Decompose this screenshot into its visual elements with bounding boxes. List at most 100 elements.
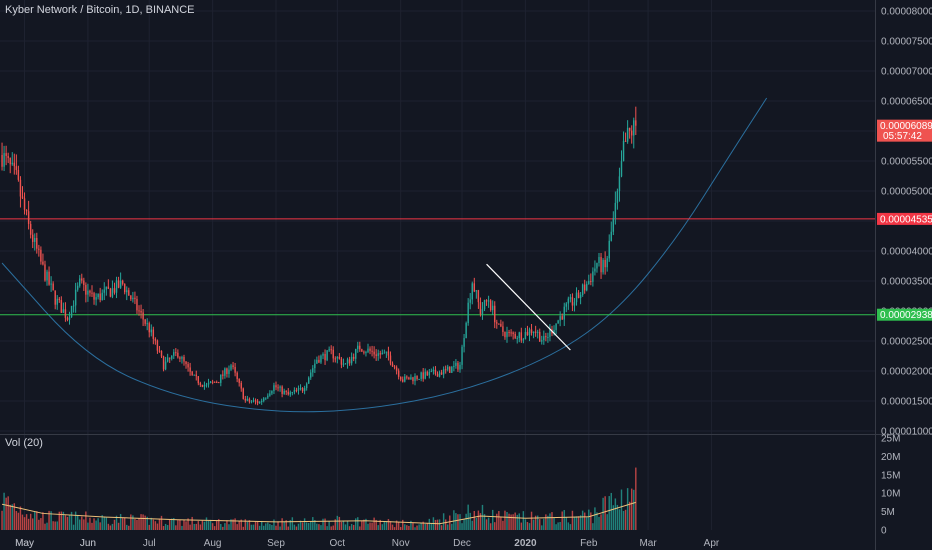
candle-body bbox=[197, 376, 200, 384]
candle-body bbox=[215, 382, 218, 384]
volume-bar bbox=[175, 525, 177, 530]
candle-body bbox=[123, 283, 126, 293]
candle-body bbox=[381, 352, 384, 355]
candle-body bbox=[518, 332, 520, 339]
volume-bar bbox=[600, 514, 602, 530]
volume-bar bbox=[583, 512, 586, 530]
time-axis[interactable]: May Jun Jul Aug Sep Oct Nov Dec 2020 Feb Mar AprMay… bbox=[15, 538, 720, 549]
volume-bar bbox=[624, 509, 627, 530]
candle-body bbox=[377, 353, 379, 356]
candle-body bbox=[25, 209, 28, 212]
candle-body bbox=[303, 388, 306, 392]
candle-body bbox=[48, 271, 50, 285]
candle-body bbox=[83, 280, 85, 285]
volume-bar bbox=[602, 497, 604, 530]
volume-bar bbox=[588, 509, 590, 530]
volume-bar bbox=[101, 515, 103, 530]
candle-body bbox=[126, 290, 128, 293]
volume-bar bbox=[314, 520, 316, 530]
volume-bar bbox=[457, 514, 459, 530]
volume-bar bbox=[336, 515, 339, 530]
volume-bar bbox=[66, 516, 69, 530]
volume-bar bbox=[465, 513, 467, 530]
candle-body bbox=[635, 120, 637, 126]
volume-bar bbox=[424, 523, 426, 530]
volume-bar bbox=[58, 511, 61, 530]
volume-bar bbox=[134, 518, 136, 530]
candle-body bbox=[379, 353, 381, 355]
volume-bar bbox=[381, 524, 384, 530]
volume-bar bbox=[232, 519, 234, 530]
candle-body bbox=[444, 369, 447, 371]
volume-bar bbox=[606, 514, 608, 530]
volume-bar bbox=[220, 524, 222, 530]
volume-bar bbox=[1, 510, 3, 530]
candle-body bbox=[211, 381, 214, 383]
volume-bar bbox=[250, 524, 253, 530]
volume-bar bbox=[440, 525, 443, 530]
candle-body bbox=[205, 384, 208, 386]
volume-bar bbox=[631, 488, 633, 530]
candle-body bbox=[40, 249, 42, 262]
volume-bar bbox=[64, 515, 67, 530]
candle-body bbox=[592, 271, 594, 282]
candle-body bbox=[402, 379, 404, 382]
candle-body bbox=[279, 386, 281, 388]
volume-bar bbox=[459, 514, 461, 530]
candle-body bbox=[557, 320, 559, 324]
candle-body bbox=[305, 383, 308, 389]
volume-axis[interactable]: 25M 20M 15M 10M 5M 0 bbox=[881, 434, 900, 537]
candle-body bbox=[38, 248, 40, 250]
volume-bar bbox=[132, 515, 134, 530]
volume-bar bbox=[324, 518, 326, 530]
price-tick-label: 0.00005500 bbox=[881, 157, 932, 168]
volume-bar bbox=[635, 467, 637, 530]
candle-body bbox=[160, 350, 163, 357]
candle-body bbox=[473, 283, 476, 292]
candle-body bbox=[404, 376, 406, 382]
volume-bar bbox=[215, 520, 218, 530]
volume-bar bbox=[281, 518, 283, 530]
volume-bar bbox=[622, 510, 625, 530]
candle-body bbox=[146, 323, 148, 325]
volume-bar bbox=[19, 506, 22, 530]
volume-bar bbox=[299, 520, 302, 530]
volume-bar bbox=[21, 514, 24, 530]
volume-bar bbox=[426, 523, 428, 530]
volume-bar bbox=[207, 520, 210, 530]
volume-bar bbox=[571, 510, 574, 530]
price-tick-label: 0.00004000 bbox=[881, 247, 932, 258]
volume-bar bbox=[557, 522, 559, 530]
candle-body bbox=[412, 377, 414, 382]
volume-bar bbox=[438, 519, 441, 530]
candle-body bbox=[555, 323, 557, 330]
downtrend-line[interactable] bbox=[486, 263, 571, 351]
volume-bar bbox=[547, 515, 549, 530]
candle-body bbox=[310, 372, 312, 378]
volume-bar bbox=[563, 510, 565, 530]
candle-body bbox=[361, 349, 363, 352]
candle-body bbox=[590, 281, 592, 283]
candle-body bbox=[541, 340, 543, 342]
candle-body bbox=[13, 162, 16, 167]
volume-bar bbox=[195, 523, 197, 530]
curve-line[interactable] bbox=[1, 97, 768, 413]
candle-body bbox=[391, 363, 394, 367]
candle-body bbox=[195, 374, 197, 377]
candle-body bbox=[598, 257, 600, 264]
volume-bar bbox=[179, 519, 181, 530]
candle-body bbox=[442, 369, 445, 375]
candle-body bbox=[520, 332, 523, 341]
candle-body bbox=[244, 398, 247, 401]
volume-bar bbox=[618, 509, 621, 530]
candle-body bbox=[3, 153, 5, 167]
volume-bar bbox=[310, 521, 312, 530]
candle-body bbox=[295, 390, 298, 392]
volume-bar bbox=[152, 519, 155, 530]
candle-body bbox=[293, 390, 296, 393]
candle-body bbox=[575, 292, 578, 303]
candle-body bbox=[250, 401, 253, 403]
candle-body bbox=[373, 351, 375, 355]
volume-bar bbox=[228, 524, 230, 530]
candle-body bbox=[89, 290, 91, 293]
